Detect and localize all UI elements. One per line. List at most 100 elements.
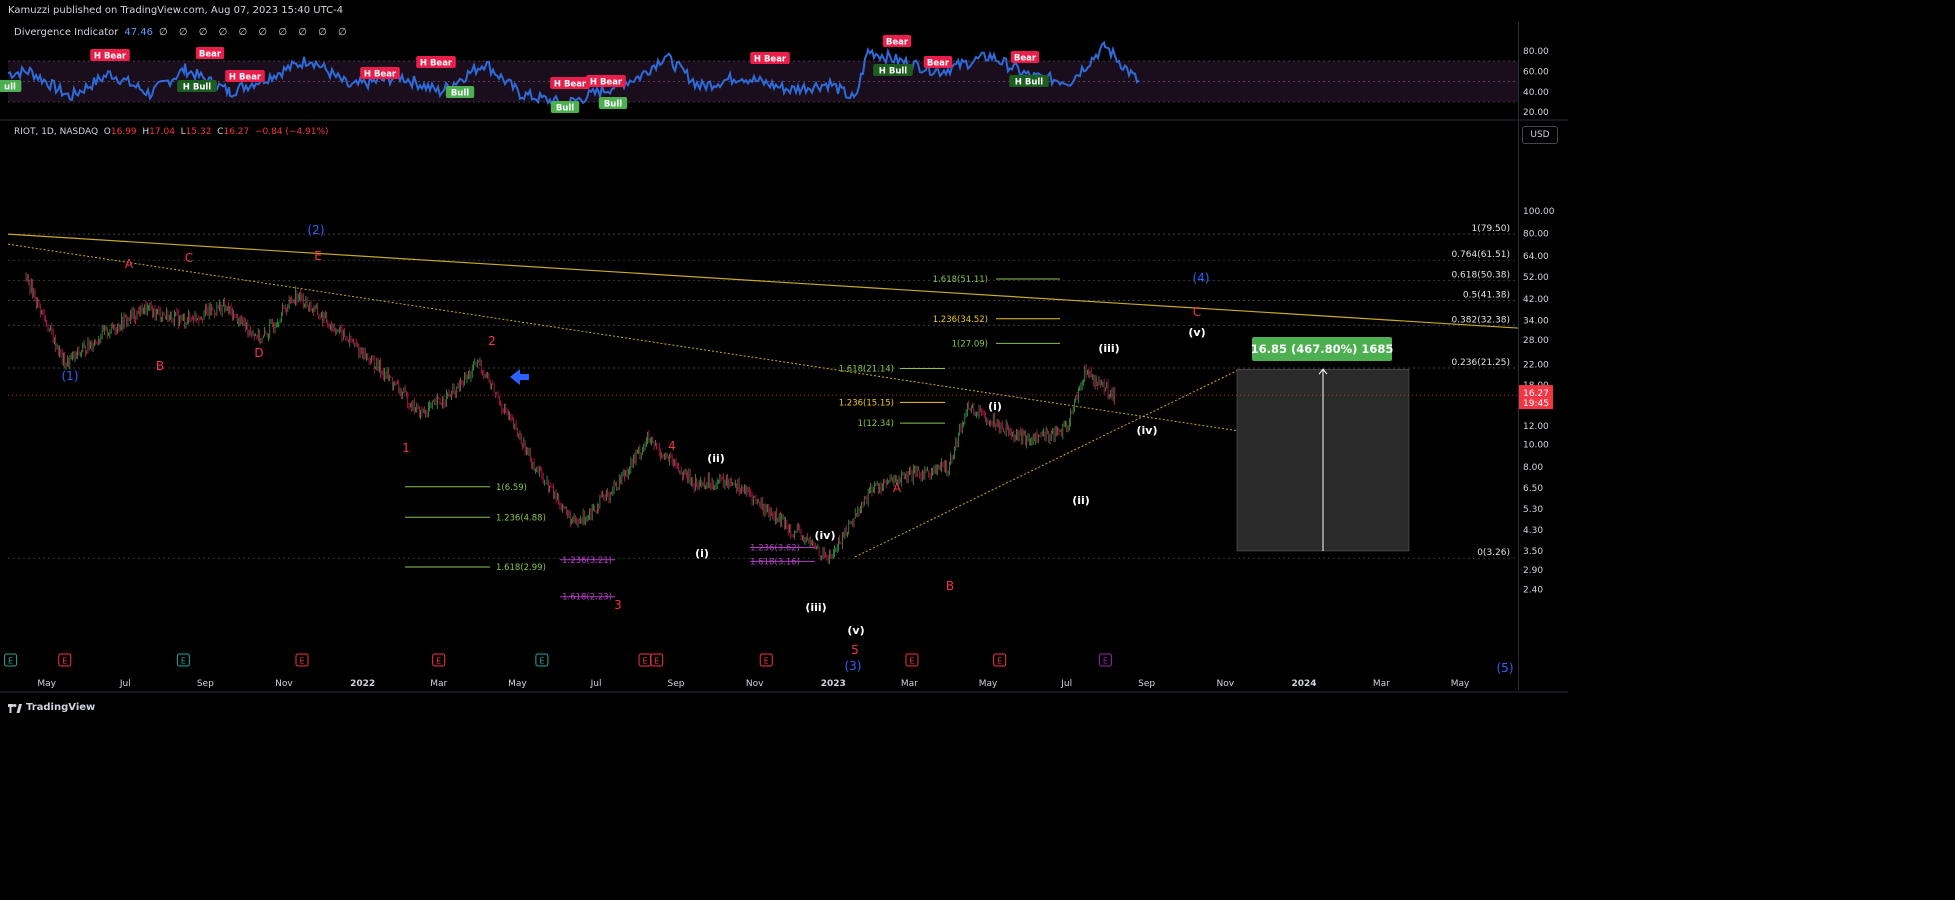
divergence-label-text: Bear: [927, 59, 950, 69]
wave-label: (5): [1497, 661, 1514, 675]
divergence-label-bear: Bear: [195, 47, 225, 60]
time-axis-label: 2024: [1291, 679, 1316, 689]
time-axis-label: Nov: [746, 679, 764, 689]
price-axis-panel[interactable]: [1518, 22, 1569, 690]
measure-arrow-head-icon: [1318, 368, 1328, 375]
bar-countdown: 19:45: [1523, 399, 1549, 409]
divergence-label-bear: H Bear: [416, 56, 456, 69]
divergence-label-box: [360, 67, 400, 79]
divergence-label-box: [416, 56, 456, 68]
wave-label: (v): [847, 624, 864, 637]
earnings-marker-text: E: [643, 657, 648, 666]
time-axis-label: Mar: [430, 679, 447, 689]
divergence-label-bear: H Bear: [90, 49, 130, 62]
price-axis-label: 6.50: [1523, 484, 1543, 494]
axes: 100.0080.0064.0052.0042.0034.0028.0022.0…: [0, 119, 1568, 693]
measure-box: 16.85 (467.80%) 1685: [1236, 337, 1410, 552]
divergence-label-text: ull: [4, 83, 16, 93]
symbol-name: RIOT, 1D, NASDAQ: [14, 127, 99, 137]
fib-retracement-label: 0.764(61.51): [1451, 250, 1510, 260]
open-label: O: [103, 127, 111, 137]
time-axis-label: Nov: [1217, 679, 1235, 689]
earnings-marker-box: [535, 653, 549, 667]
price-axis-label: 10.00: [1523, 440, 1549, 450]
earnings-marker: E: [295, 653, 309, 667]
earnings-marker-text: E: [539, 657, 544, 666]
earnings-marker: E: [1098, 653, 1112, 667]
wave-label: (2): [308, 223, 325, 237]
earnings-marker-text: E: [62, 657, 67, 666]
divergence-label-box: [598, 97, 628, 109]
indicator-axis-label: 40.00: [1523, 88, 1549, 98]
support-trendline: [854, 368, 1241, 558]
indicator-name: Divergence Indicator: [14, 27, 119, 38]
measure-label: 16.85 (467.80%) 1685: [1251, 342, 1394, 356]
candles: [25, 272, 1115, 565]
divergence-label-text: H Bear: [554, 80, 587, 90]
divergence-label-bear: Bear: [882, 35, 912, 48]
wave-label: 5: [851, 643, 859, 657]
price-axis-label: 5.30: [1523, 505, 1543, 515]
high-value: 17.04: [149, 127, 175, 137]
time-axis-label: 2023: [821, 679, 846, 689]
divergence-label-box: [586, 75, 626, 87]
fib-retracement-label: 0.5(41.38): [1463, 290, 1510, 300]
publish-header: Kamuzzi published on TradingView.com, Au…: [0, 0, 1568, 22]
wave-label: B: [156, 359, 164, 373]
wave-label: E: [314, 249, 322, 263]
earnings-marker-box: [295, 653, 309, 667]
fib-extension-label: 1.618(2.23): [562, 593, 612, 603]
time-axis-label: May: [508, 679, 527, 689]
fib-extension-label: 1(12.34): [858, 419, 894, 429]
price-axis-label: 2.40: [1523, 585, 1543, 595]
divergence-label-bear: H Bear: [360, 67, 400, 80]
chart-svg[interactable]: 80.00 60.00 40.00 20.00 ull H Bear Bear H Bull H…: [0, 0, 1568, 722]
divergence-label-bear: H Bear: [225, 70, 265, 83]
fib-extension-label: 1.236(34.52): [933, 315, 988, 325]
earnings-marker: E: [432, 653, 446, 667]
wave-label: 1: [402, 441, 410, 455]
divergence-label-box: [550, 77, 590, 89]
price-axis-label: 80.00: [1523, 230, 1549, 240]
close-label: C: [217, 127, 224, 137]
divergence-label-text: H Bull: [879, 67, 908, 77]
fib-extension-label: 1.236(3.62): [750, 544, 800, 554]
divergence-label-text: H Bull: [1015, 78, 1044, 88]
wave-label: (ii): [1072, 494, 1090, 507]
wave-label: (iii): [805, 601, 826, 614]
price-axis-label: 4.30: [1523, 526, 1543, 536]
fib-retracement-label: 0.382(32.38): [1451, 315, 1510, 325]
divergence-label-box: [1010, 51, 1040, 63]
fib-extension-label: 1.618(51.11): [933, 275, 988, 285]
publish-info: Kamuzzi published on TradingView.com, Au…: [8, 5, 344, 16]
earnings-marker-box: [650, 653, 664, 667]
symbol-legend: RIOT, 1D, NASDAQ O16.99 H17.04 L15.32 C1…: [14, 127, 329, 137]
divergence-label-box: [873, 64, 913, 76]
indicator-axis-label: 80.00: [1523, 47, 1549, 57]
price-axis-label: 2.90: [1523, 566, 1543, 576]
divergence-label-box: [750, 52, 790, 64]
divergence-label-box: [923, 56, 953, 68]
current-price-value: 16.27: [1523, 389, 1549, 399]
time-axis-label: Jul: [590, 679, 602, 689]
footer-brand: TradingView: [26, 702, 96, 713]
currency-button[interactable]: USD: [1522, 126, 1558, 144]
earnings-marker: E: [650, 653, 664, 667]
fib-extension-label: 1(6.59): [496, 483, 527, 493]
divergence-label-hbull: H Bull: [873, 64, 913, 77]
wave-label: C: [185, 251, 193, 265]
price-axis-label: 100.00: [1523, 207, 1555, 217]
earnings-marker-text: E: [181, 657, 186, 666]
divergence-label-bear: H Bear: [550, 77, 590, 90]
earnings-marker-box: [759, 653, 773, 667]
divergence-label-bear: H Bear: [586, 75, 626, 88]
price-axis-label: 64.00: [1523, 252, 1549, 262]
divergence-label-box: [0, 80, 22, 92]
footer: TradingView: [0, 698, 1568, 720]
indicator-pane: 80.00 60.00 40.00 20.00 ull H Bear Bear H Bull H…: [0, 35, 1549, 118]
wave-label: (i): [988, 400, 1002, 413]
price-pane[interactable]: 1(79.50) 0.764(61.51) 0.618(50.38) 0.5(41.3…: [4, 223, 1519, 675]
divergence-label-bear: Bear: [923, 56, 953, 69]
time-axis-label: Sep: [667, 679, 684, 689]
earnings-marker-text: E: [436, 657, 441, 666]
